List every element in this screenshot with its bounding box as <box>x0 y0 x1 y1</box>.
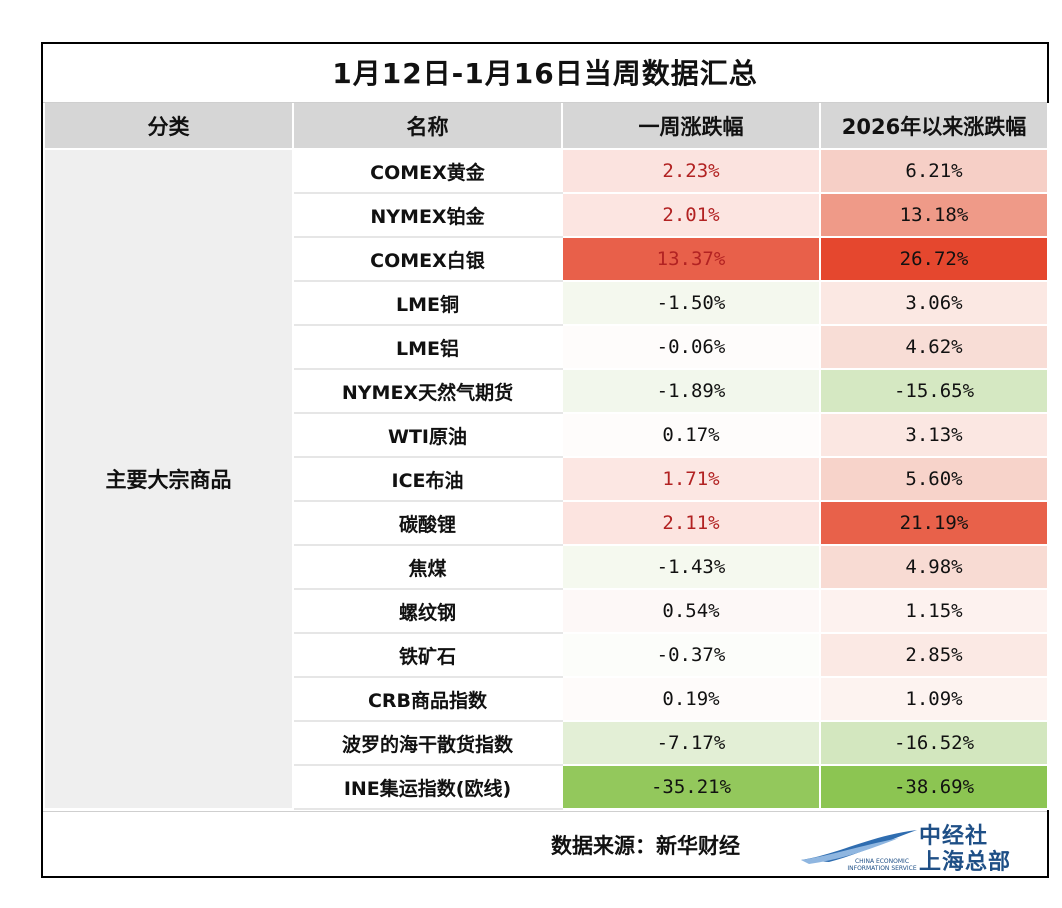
week-change-cell: -7.17% <box>561 720 821 766</box>
category-cell: 主要大宗商品 <box>43 148 294 810</box>
logo-line1: 中经社 <box>919 824 989 849</box>
commodity-name: NYMEX铂金 <box>292 192 563 238</box>
table-row: 碳酸锂 2.11% 21.19% <box>44 500 1049 546</box>
ytd-change-cell: 2.85% <box>819 632 1049 678</box>
week-change-cell: -1.89% <box>561 368 821 414</box>
week-change-cell: 13.37% <box>561 236 821 282</box>
week-change-cell: 0.54% <box>561 588 821 634</box>
commodity-name: 铁矿石 <box>292 632 563 678</box>
week-change-cell: 2.11% <box>561 500 821 546</box>
table-row: COMEX白银 13.37% 26.72% <box>44 236 1049 282</box>
commodity-name: 焦煤 <box>292 544 563 590</box>
table-row: 波罗的海干散货指数 -7.17% -16.52% <box>44 720 1049 766</box>
ytd-change-cell: 26.72% <box>819 236 1049 282</box>
table-row: 铁矿石 -0.37% 2.85% <box>44 632 1049 678</box>
table-row: NYMEX天然气期货 -1.89% -15.65% <box>44 368 1049 414</box>
ceis-logo: CHINA ECONOMIC INFORMATION SERVICE 中经社 上… <box>799 818 1039 875</box>
ytd-change-cell: 1.15% <box>819 588 1049 634</box>
table-row: WTI原油 0.17% 3.13% <box>44 412 1049 458</box>
ytd-change-cell: -16.52% <box>819 720 1049 766</box>
week-change-cell: -0.06% <box>561 324 821 370</box>
commodity-name: 螺纹钢 <box>292 588 563 634</box>
week-change-cell: 2.01% <box>561 192 821 238</box>
week-change-cell: -35.21% <box>561 764 821 810</box>
summary-table-frame: 1月12日-1月16日当周数据汇总 分类 名称 一周涨跌幅 2026年以来涨跌幅… <box>41 42 1049 878</box>
table-row: ICE布油 1.71% 5.60% <box>44 456 1049 502</box>
ytd-change-cell: 5.60% <box>819 456 1049 502</box>
ytd-change-cell: 4.62% <box>819 324 1049 370</box>
header-category: 分类 <box>43 103 294 149</box>
ytd-change-cell: -38.69% <box>819 764 1049 810</box>
commodity-name: ICE布油 <box>292 456 563 502</box>
ytd-change-cell: 1.09% <box>819 676 1049 722</box>
commodity-name: LME铝 <box>292 324 563 370</box>
table-row: NYMEX铂金 2.01% 13.18% <box>44 192 1049 238</box>
table-row: 主要大宗商品 COMEX黄金 2.23% 6.21% <box>43 148 1049 810</box>
ytd-change-cell: -15.65% <box>819 368 1049 414</box>
commodity-name: CRB商品指数 <box>292 676 563 722</box>
data-table: 分类 名称 一周涨跌幅 2026年以来涨跌幅 主要大宗商品 COMEX黄金 2.23… <box>43 103 1049 810</box>
week-change-cell: -0.37% <box>561 632 821 678</box>
table-row: LME铝 -0.06% 4.62% <box>44 324 1049 370</box>
commodity-name: 碳酸锂 <box>292 500 563 546</box>
footer: 数据来源：新华财经 CHINA ECONOMIC INFORMATION SER… <box>43 811 1047 876</box>
data-source: 数据来源：新华财经 <box>551 834 740 858</box>
ytd-change-cell: 21.19% <box>819 500 1049 546</box>
ytd-change-cell: 3.13% <box>819 412 1049 458</box>
table-title: 1月12日-1月16日当周数据汇总 <box>43 44 1047 103</box>
commodity-name: WTI原油 <box>292 412 563 458</box>
week-change-cell: 1.71% <box>561 456 821 502</box>
week-change-cell: -1.43% <box>561 544 821 590</box>
commodity-name: NYMEX天然气期货 <box>292 368 563 414</box>
ytd-change-cell: 3.06% <box>819 280 1049 326</box>
table-row: LME铜 -1.50% 3.06% <box>44 280 1049 326</box>
commodity-name: COMEX黄金 <box>292 148 563 194</box>
commodity-name: INE集运指数(欧线) <box>292 764 563 810</box>
table-row: 螺纹钢 0.54% 1.15% <box>44 588 1049 634</box>
commodity-name: 波罗的海干散货指数 <box>292 720 563 766</box>
week-change-cell: 0.19% <box>561 676 821 722</box>
ytd-change-cell: 13.18% <box>819 192 1049 238</box>
header-name: 名称 <box>292 103 563 149</box>
table-row: 焦煤 -1.43% 4.98% <box>44 544 1049 590</box>
commodity-name: COMEX白银 <box>292 236 563 282</box>
header-ytd-change: 2026年以来涨跌幅 <box>819 103 1049 149</box>
logo-english-text: CHINA ECONOMIC INFORMATION SERVICE <box>847 858 917 872</box>
table-body: 主要大宗商品 COMEX黄金 2.23% 6.21% NYMEX铂金 2.01% 13.18… <box>43 148 1049 810</box>
week-change-cell: 2.23% <box>561 148 821 194</box>
logo-swoosh-icon <box>801 830 917 864</box>
week-change-cell: 0.17% <box>561 412 821 458</box>
table-row: INE集运指数(欧线) -35.21% -38.69% <box>44 764 1049 810</box>
table-row: CRB商品指数 0.19% 1.09% <box>44 676 1049 722</box>
logo-line2: 上海总部 <box>919 850 1012 875</box>
header-row: 分类 名称 一周涨跌幅 2026年以来涨跌幅 <box>43 103 1049 149</box>
ytd-change-cell: 6.21% <box>819 148 1049 194</box>
ytd-change-cell: 4.98% <box>819 544 1049 590</box>
week-change-cell: -1.50% <box>561 280 821 326</box>
header-week-change: 一周涨跌幅 <box>561 103 821 149</box>
commodity-name: LME铜 <box>292 280 563 326</box>
